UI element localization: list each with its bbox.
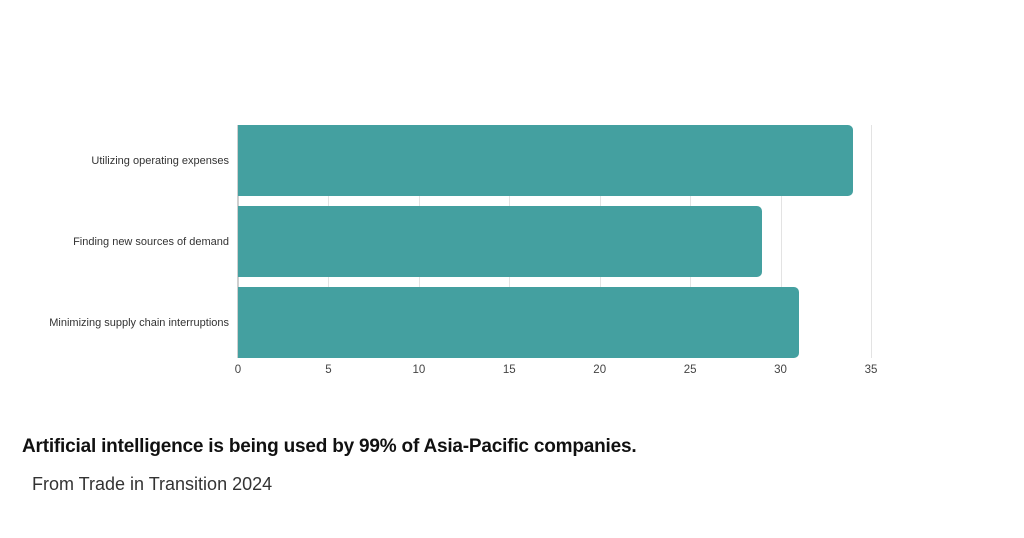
gridline xyxy=(871,125,872,358)
plot-area xyxy=(237,125,872,358)
x-tick-label: 35 xyxy=(864,364,878,376)
bar-chart: Utilizing operating expenses Finding new … xyxy=(49,125,878,376)
x-tick-label: 25 xyxy=(683,364,697,376)
x-tick-label: 10 xyxy=(412,364,426,376)
x-tick-label: 30 xyxy=(774,364,787,376)
x-tick-label: 0 xyxy=(234,364,242,376)
x-tick-label: 5 xyxy=(325,364,332,376)
category-label: Finding new sources of demand xyxy=(73,235,229,248)
chart-source: From Trade in Transition 2024 xyxy=(32,474,273,494)
bar xyxy=(238,287,799,358)
bar xyxy=(238,125,853,196)
bar xyxy=(238,206,763,277)
category-label: Utilizing operating expenses xyxy=(91,154,229,167)
category-label: Minimizing supply chain interruptions xyxy=(49,316,229,329)
chart-headline: Artificial intelligence is being used by… xyxy=(22,436,637,457)
gridline xyxy=(780,125,782,358)
x-tick-label: 15 xyxy=(502,364,516,376)
x-tick-label: 20 xyxy=(593,364,607,376)
